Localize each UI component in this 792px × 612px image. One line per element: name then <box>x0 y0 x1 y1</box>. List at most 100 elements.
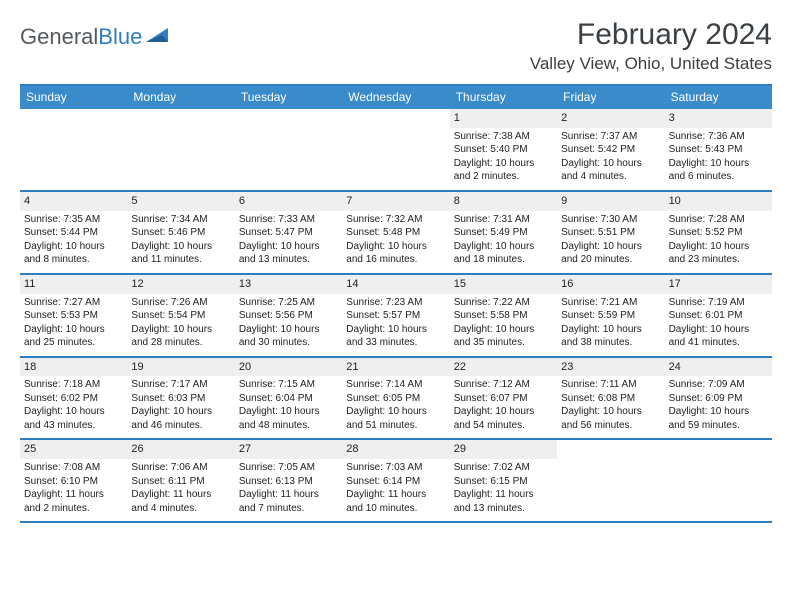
daylight-text-2: and 46 minutes. <box>131 419 230 433</box>
daylight-text-2: and 4 minutes. <box>561 170 660 184</box>
sunset-text: Sunset: 5:58 PM <box>454 309 553 323</box>
sunset-text: Sunset: 5:40 PM <box>454 143 553 157</box>
daylight-text-1: Daylight: 10 hours <box>24 240 123 254</box>
daylight-text-2: and 16 minutes. <box>346 253 445 267</box>
day-number: 24 <box>665 358 772 377</box>
daylight-text-2: and 59 minutes. <box>669 419 768 433</box>
sunrise-text: Sunrise: 7:17 AM <box>131 378 230 392</box>
daylight-text-2: and 43 minutes. <box>24 419 123 433</box>
calendar-day: 22Sunrise: 7:12 AMSunset: 6:07 PMDayligh… <box>450 358 557 439</box>
calendar-day: 20Sunrise: 7:15 AMSunset: 6:04 PMDayligh… <box>235 358 342 439</box>
sunset-text: Sunset: 5:43 PM <box>669 143 768 157</box>
daylight-text-2: and 18 minutes. <box>454 253 553 267</box>
day-number: 3 <box>665 109 772 128</box>
daylight-text-2: and 8 minutes. <box>24 253 123 267</box>
daylight-text-2: and 2 minutes. <box>454 170 553 184</box>
sunset-text: Sunset: 5:44 PM <box>24 226 123 240</box>
day-header-fri: Friday <box>557 86 664 109</box>
day-number: 10 <box>665 192 772 211</box>
daylight-text-1: Daylight: 11 hours <box>24 488 123 502</box>
daylight-text-1: Daylight: 10 hours <box>346 240 445 254</box>
sunset-text: Sunset: 5:47 PM <box>239 226 338 240</box>
daylight-text-1: Daylight: 10 hours <box>454 240 553 254</box>
daylight-text-2: and 23 minutes. <box>669 253 768 267</box>
daylight-text-2: and 38 minutes. <box>561 336 660 350</box>
calendar-day: 14Sunrise: 7:23 AMSunset: 5:57 PMDayligh… <box>342 275 449 356</box>
daylight-text-1: Daylight: 10 hours <box>24 323 123 337</box>
day-header-sat: Saturday <box>665 86 772 109</box>
day-number: 25 <box>20 440 127 459</box>
sunset-text: Sunset: 6:07 PM <box>454 392 553 406</box>
sunset-text: Sunset: 5:59 PM <box>561 309 660 323</box>
calendar-week: 11Sunrise: 7:27 AMSunset: 5:53 PMDayligh… <box>20 275 772 358</box>
sunrise-text: Sunrise: 7:05 AM <box>239 461 338 475</box>
header: GeneralBlue February 2024 Valley View, O… <box>20 18 772 74</box>
sunrise-text: Sunrise: 7:23 AM <box>346 296 445 310</box>
daylight-text-1: Daylight: 10 hours <box>669 323 768 337</box>
sunrise-text: Sunrise: 7:21 AM <box>561 296 660 310</box>
brand-part1: General <box>20 24 98 50</box>
sunrise-text: Sunrise: 7:09 AM <box>669 378 768 392</box>
calendar-day-empty <box>235 109 342 190</box>
sunset-text: Sunset: 6:01 PM <box>669 309 768 323</box>
daylight-text-2: and 33 minutes. <box>346 336 445 350</box>
brand-logo: GeneralBlue <box>20 18 172 50</box>
sunset-text: Sunset: 5:54 PM <box>131 309 230 323</box>
calendar-week: 18Sunrise: 7:18 AMSunset: 6:02 PMDayligh… <box>20 358 772 441</box>
daylight-text-1: Daylight: 10 hours <box>131 405 230 419</box>
day-number: 18 <box>20 358 127 377</box>
sunset-text: Sunset: 6:13 PM <box>239 475 338 489</box>
day-number: 28 <box>342 440 449 459</box>
sunset-text: Sunset: 5:56 PM <box>239 309 338 323</box>
sunrise-text: Sunrise: 7:22 AM <box>454 296 553 310</box>
calendar-day: 27Sunrise: 7:05 AMSunset: 6:13 PMDayligh… <box>235 440 342 521</box>
sunrise-text: Sunrise: 7:11 AM <box>561 378 660 392</box>
calendar-day-empty <box>342 109 449 190</box>
day-header-wed: Wednesday <box>342 86 449 109</box>
day-number: 15 <box>450 275 557 294</box>
daylight-text-2: and 7 minutes. <box>239 502 338 516</box>
daylight-text-1: Daylight: 10 hours <box>239 405 338 419</box>
calendar-week: 4Sunrise: 7:35 AMSunset: 5:44 PMDaylight… <box>20 192 772 275</box>
calendar-day: 25Sunrise: 7:08 AMSunset: 6:10 PMDayligh… <box>20 440 127 521</box>
calendar-week: 1Sunrise: 7:38 AMSunset: 5:40 PMDaylight… <box>20 109 772 192</box>
daylight-text-2: and 51 minutes. <box>346 419 445 433</box>
daylight-text-1: Daylight: 10 hours <box>669 157 768 171</box>
calendar-day: 17Sunrise: 7:19 AMSunset: 6:01 PMDayligh… <box>665 275 772 356</box>
calendar-day: 29Sunrise: 7:02 AMSunset: 6:15 PMDayligh… <box>450 440 557 521</box>
daylight-text-1: Daylight: 10 hours <box>346 405 445 419</box>
daylight-text-2: and 13 minutes. <box>454 502 553 516</box>
calendar-day: 4Sunrise: 7:35 AMSunset: 5:44 PMDaylight… <box>20 192 127 273</box>
daylight-text-1: Daylight: 10 hours <box>669 240 768 254</box>
sunrise-text: Sunrise: 7:34 AM <box>131 213 230 227</box>
daylight-text-1: Daylight: 10 hours <box>561 157 660 171</box>
calendar-day: 23Sunrise: 7:11 AMSunset: 6:08 PMDayligh… <box>557 358 664 439</box>
calendar-day: 8Sunrise: 7:31 AMSunset: 5:49 PMDaylight… <box>450 192 557 273</box>
daylight-text-1: Daylight: 10 hours <box>239 240 338 254</box>
calendar-day: 13Sunrise: 7:25 AMSunset: 5:56 PMDayligh… <box>235 275 342 356</box>
sunset-text: Sunset: 6:10 PM <box>24 475 123 489</box>
sunrise-text: Sunrise: 7:02 AM <box>454 461 553 475</box>
title-block: February 2024 Valley View, Ohio, United … <box>530 18 772 74</box>
daylight-text-1: Daylight: 10 hours <box>239 323 338 337</box>
sunrise-text: Sunrise: 7:19 AM <box>669 296 768 310</box>
daylight-text-2: and 41 minutes. <box>669 336 768 350</box>
daylight-text-2: and 56 minutes. <box>561 419 660 433</box>
daylight-text-1: Daylight: 10 hours <box>131 240 230 254</box>
calendar-day: 9Sunrise: 7:30 AMSunset: 5:51 PMDaylight… <box>557 192 664 273</box>
sunrise-text: Sunrise: 7:26 AM <box>131 296 230 310</box>
sunrise-text: Sunrise: 7:32 AM <box>346 213 445 227</box>
calendar-day: 26Sunrise: 7:06 AMSunset: 6:11 PMDayligh… <box>127 440 234 521</box>
sunrise-text: Sunrise: 7:38 AM <box>454 130 553 144</box>
calendar-week: 25Sunrise: 7:08 AMSunset: 6:10 PMDayligh… <box>20 440 772 523</box>
day-number: 27 <box>235 440 342 459</box>
daylight-text-2: and 6 minutes. <box>669 170 768 184</box>
sunset-text: Sunset: 5:46 PM <box>131 226 230 240</box>
daylight-text-2: and 13 minutes. <box>239 253 338 267</box>
sunset-text: Sunset: 6:05 PM <box>346 392 445 406</box>
daylight-text-1: Daylight: 10 hours <box>454 157 553 171</box>
day-number: 22 <box>450 358 557 377</box>
calendar-day: 10Sunrise: 7:28 AMSunset: 5:52 PMDayligh… <box>665 192 772 273</box>
day-number: 7 <box>342 192 449 211</box>
sunrise-text: Sunrise: 7:06 AM <box>131 461 230 475</box>
